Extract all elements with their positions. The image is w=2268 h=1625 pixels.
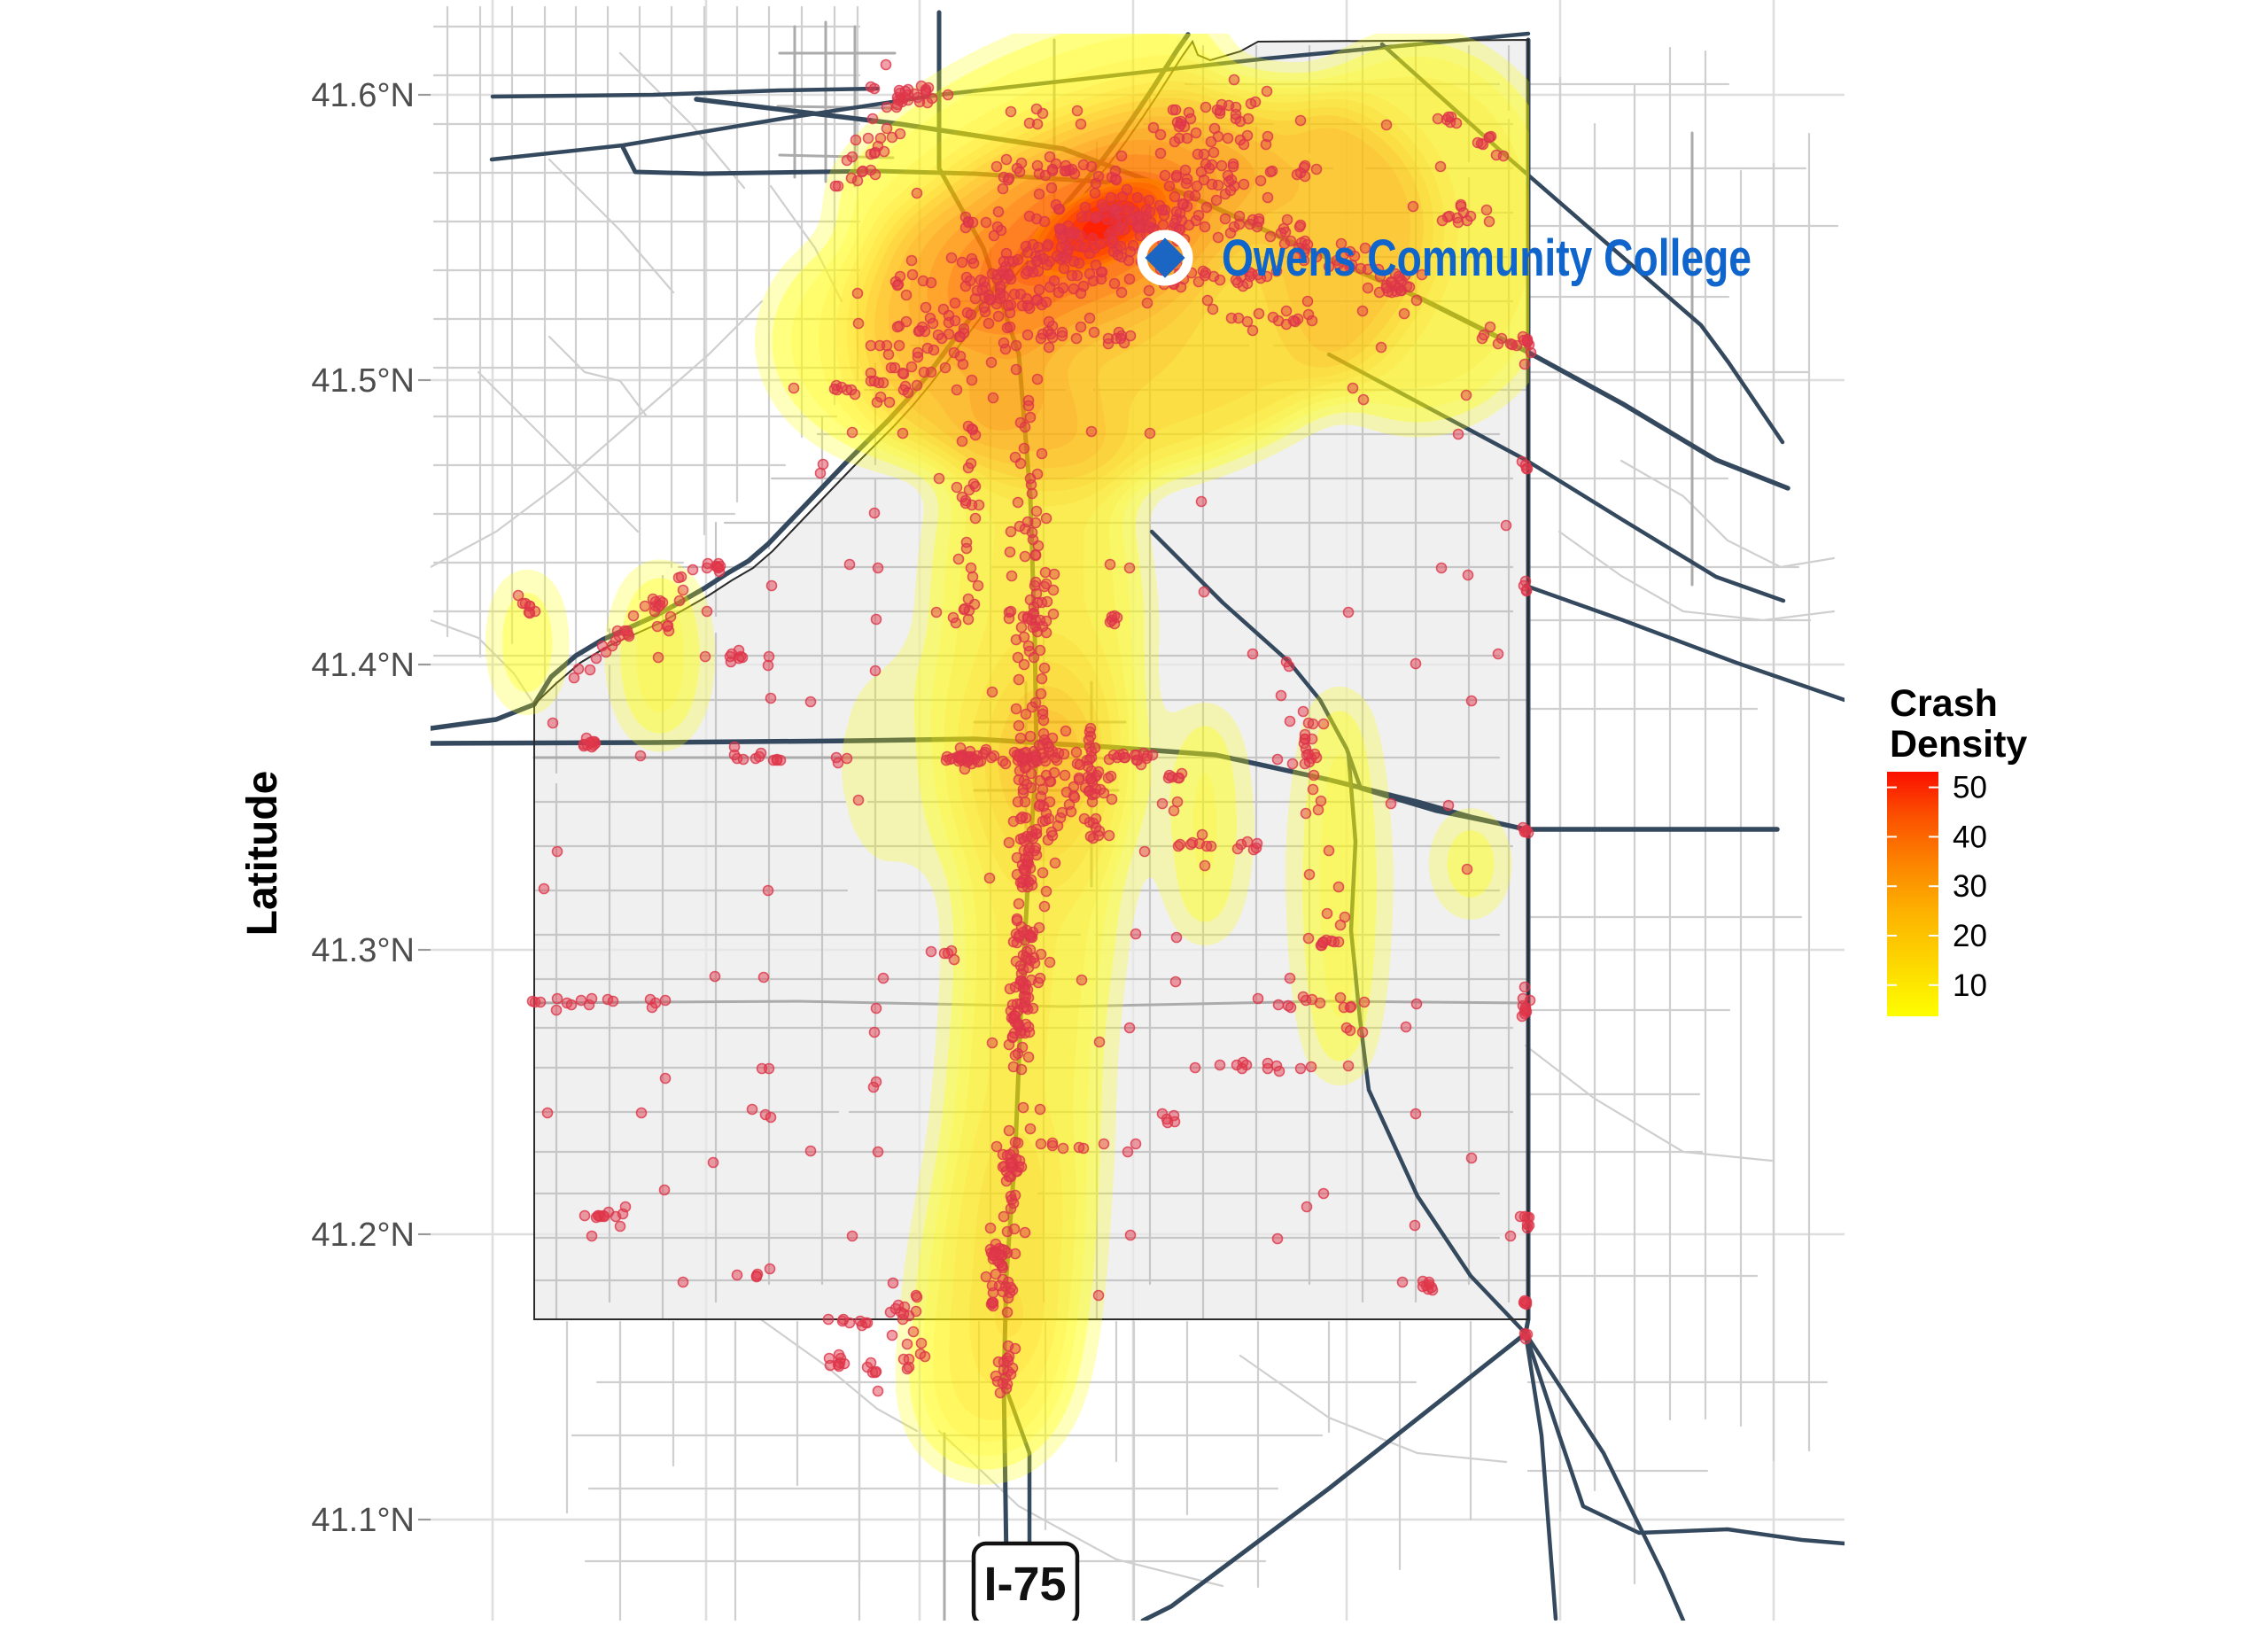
svg-text:I-75: I-75 — [983, 1558, 1066, 1611]
svg-text:41.1°N: 41.1°N — [311, 1502, 415, 1539]
svg-text:10: 10 — [1953, 968, 1987, 1003]
svg-text:41.2°N: 41.2°N — [311, 1217, 415, 1254]
svg-text:20: 20 — [1953, 919, 1987, 953]
svg-text:Crash: Crash — [1890, 682, 1998, 725]
svg-text:41.5°N: 41.5°N — [311, 362, 415, 400]
svg-text:Latitude: Latitude — [239, 771, 286, 937]
svg-text:41.6°N: 41.6°N — [311, 77, 415, 114]
svg-text:40: 40 — [1953, 820, 1987, 854]
svg-text:41.4°N: 41.4°N — [311, 647, 415, 684]
svg-text:50: 50 — [1953, 771, 1987, 805]
svg-text:41.3°N: 41.3°N — [311, 932, 415, 969]
svg-text:Owens Community College: Owens Community College — [1222, 229, 1751, 287]
svg-text:Density: Density — [1890, 723, 2027, 766]
svg-text:30: 30 — [1953, 869, 1987, 904]
